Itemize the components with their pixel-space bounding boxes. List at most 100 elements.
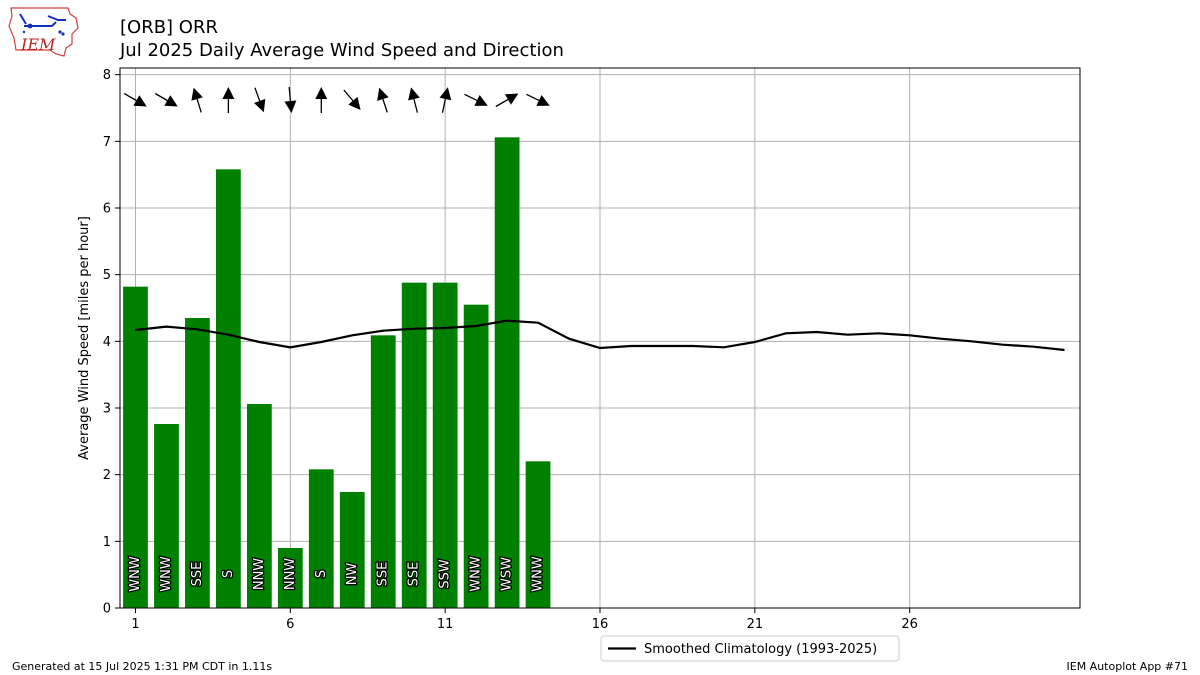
- bars: WNW WNW SSE S NNW NNW S NW SSE SSE SSW WNW WSW WNW: [123, 137, 551, 609]
- x-tick-label-11: 11: [437, 617, 454, 632]
- wind-arrow-day-7: [315, 87, 328, 113]
- footer-app: IEM Autoplot App #71: [1066, 660, 1189, 673]
- wind-arrow-day-12: [464, 93, 488, 106]
- wind-arrow-head: [474, 95, 488, 106]
- x-tick-label-21: 21: [747, 617, 764, 632]
- direction-label-day-2: WNW: [159, 556, 174, 592]
- wind-arrow-day-10: [408, 87, 420, 113]
- wind-arrow-head: [222, 87, 235, 99]
- y-tick-label-4: 4: [103, 335, 111, 350]
- logo-text: IEM: [20, 35, 56, 54]
- y-tick-label-3: 3: [103, 402, 111, 417]
- bar-day-12: [463, 304, 489, 608]
- wind-arrow-head: [315, 87, 328, 99]
- direction-label-day-11: SSW: [438, 559, 453, 589]
- wind-arrow-shaft: [526, 93, 540, 102]
- wind-arrow-shaft: [123, 92, 137, 102]
- direction-label-day-7: S: [314, 570, 329, 578]
- bar-day-2: [154, 424, 179, 608]
- wind-arrow-head: [284, 100, 297, 113]
- wind-arrow-head: [408, 87, 420, 101]
- wind-arrow-head: [504, 93, 519, 105]
- climatology-line-group: [135, 319, 1065, 352]
- iem-logo: IEM: [6, 4, 82, 64]
- wind-arrow-day-4: [222, 87, 235, 113]
- wind-arrow-day-5: [254, 87, 266, 113]
- footer-generated: Generated at 15 Jul 2025 1:31 PM CDT in …: [12, 660, 273, 673]
- wind-arrows: [123, 86, 550, 113]
- direction-label-day-9: SSE: [376, 562, 391, 587]
- wind-arrow-shaft: [441, 98, 447, 113]
- y-tick-label-1: 1: [103, 535, 111, 550]
- bar-day-10: [401, 282, 427, 608]
- bar-day-8: [339, 492, 365, 608]
- wind-arrow-head: [191, 87, 203, 101]
- iem-iowa-logo-icon: IEM: [8, 7, 79, 57]
- wind-arrow-day-9: [377, 87, 389, 113]
- wind-arrow-head: [164, 95, 178, 107]
- wind-arrow-head: [439, 87, 452, 101]
- y-tick-label-5: 5: [103, 268, 111, 283]
- direction-label-day-10: SSE: [407, 562, 422, 587]
- y-axis-label: Average Wind Speed [miles per hour]: [77, 216, 92, 460]
- y-tick-label-7: 7: [103, 135, 111, 150]
- y-tick-label-0: 0: [103, 602, 111, 617]
- wind-arrow-shaft: [382, 98, 388, 113]
- legend-label-climatology: Smoothed Climatology (1993-2025): [644, 642, 877, 657]
- bar-day-7: [308, 469, 334, 608]
- wind-arrow-head: [348, 96, 361, 110]
- wind-arrow-shaft: [288, 86, 292, 102]
- legend-box: [600, 635, 900, 662]
- direction-label-day-4: S: [221, 570, 236, 578]
- chart-title: [ORB] ORR: [120, 17, 218, 38]
- bar-day-13: [494, 137, 520, 609]
- wind-arrow-head: [254, 98, 266, 113]
- wind-arrow-shaft: [154, 92, 168, 102]
- wind-arrow-day-13: [495, 93, 519, 108]
- x-tick-label-26: 26: [901, 617, 918, 632]
- direction-label-day-13: WSW: [500, 557, 515, 591]
- direction-label-day-3: SSE: [190, 562, 205, 587]
- wind-arrow-head: [133, 95, 147, 107]
- wind-arrow-day-1: [123, 92, 147, 107]
- x-tick-label-16: 16: [592, 617, 609, 632]
- direction-label-day-5: NNW: [252, 558, 267, 590]
- wind-arrow-head: [536, 95, 550, 106]
- y-tick-label-8: 8: [103, 68, 111, 83]
- wind-arrow-shaft: [413, 98, 418, 113]
- bar-day-9: [370, 335, 396, 608]
- bar-day-11: [432, 282, 458, 608]
- wind-arrow-shaft: [196, 98, 202, 113]
- x-tick-label-6: 6: [286, 617, 294, 632]
- bar-day-14: [525, 461, 551, 608]
- wind-arrow-shaft: [495, 98, 509, 108]
- direction-label-day-8: NW: [345, 563, 360, 586]
- bar-day-3: [185, 318, 210, 608]
- wind-arrow-day-11: [439, 87, 452, 113]
- wind-arrow-day-8: [343, 89, 361, 110]
- wind-arrow-day-2: [154, 92, 178, 107]
- climatology-line: [135, 319, 1065, 352]
- wind-arrow-day-14: [526, 93, 550, 106]
- legend: Smoothed Climatology (1993-2025): [600, 635, 900, 662]
- bar-day-1: [123, 286, 148, 608]
- direction-label-day-6: NNW: [283, 558, 298, 590]
- chart-subtitle: Jul 2025 Daily Average Wind Speed and Di…: [120, 40, 564, 61]
- wind-arrow-day-6: [284, 86, 297, 113]
- wind-arrow-head: [377, 87, 389, 101]
- direction-label-day-12: WNW: [469, 556, 484, 592]
- y-tick-label-2: 2: [103, 468, 111, 483]
- direction-label-day-1: WNW: [128, 556, 143, 592]
- wind-arrow-shaft: [254, 87, 261, 102]
- wind-arrow-shaft: [464, 93, 478, 102]
- y-tick-label-6: 6: [103, 202, 111, 217]
- direction-label-day-14: WNW: [531, 556, 546, 592]
- x-tick-label-1: 1: [131, 617, 139, 632]
- bar-day-5: [246, 404, 272, 608]
- wind-arrow-day-3: [191, 87, 203, 113]
- wind-arrow-shaft: [343, 89, 354, 102]
- bar-day-6: [277, 548, 303, 608]
- bar-day-4: [216, 169, 241, 609]
